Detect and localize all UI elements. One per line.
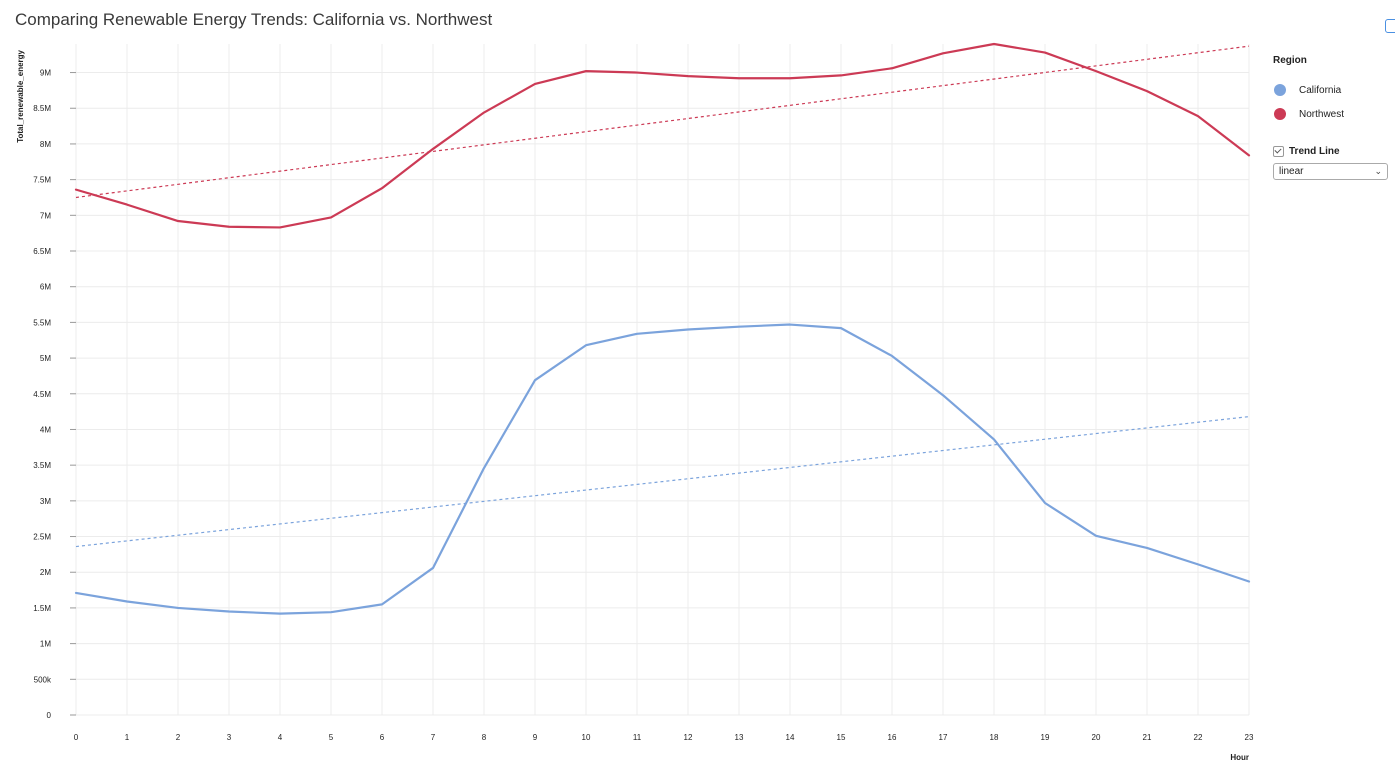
y-tick-label: 3M: [40, 497, 51, 506]
legend-label: California: [1299, 84, 1342, 96]
chevron-down-icon: ⌄: [1374, 166, 1382, 176]
x-tick-label: 21: [1143, 733, 1152, 742]
x-tick-label: 5: [329, 733, 334, 742]
y-tick-label: 2.5M: [33, 533, 51, 542]
y-tick-label: 7M: [40, 211, 51, 220]
x-tick-label: 16: [888, 733, 897, 742]
x-tick-label: 17: [939, 733, 948, 742]
y-tick-label: 5.5M: [33, 318, 51, 327]
series-line-northwest: [74, 42, 1251, 229]
x-tick-label: 14: [786, 733, 795, 742]
x-tick-label: 3: [227, 733, 232, 742]
legend-swatch-california: [1274, 84, 1286, 96]
y-tick-label: 1.5M: [33, 604, 51, 613]
x-tick-label: 7: [431, 733, 436, 742]
y-tick-label: 500k: [34, 675, 52, 684]
legend-item-northwest[interactable]: Northwest: [1273, 102, 1393, 126]
x-tick-label: 15: [837, 733, 846, 742]
trend-layer: [75, 45, 1250, 548]
grid-layer: [75, 44, 1250, 716]
trend-line-label: Trend Line: [1289, 146, 1340, 157]
x-axis-title: Hour: [1230, 753, 1249, 762]
y-tick-label: 9M: [40, 69, 51, 78]
trend-line-toggle[interactable]: Trend Line: [1273, 146, 1393, 157]
y-tick-label: 7.5M: [33, 176, 51, 185]
x-tick-label: 23: [1245, 733, 1254, 742]
legend-swatch-northwest: [1274, 108, 1286, 120]
y-tick-label: 6M: [40, 283, 51, 292]
y-tick-label: 4M: [40, 425, 51, 434]
x-tick-label: 0: [74, 733, 79, 742]
corner-button[interactable]: [1385, 19, 1395, 33]
line-layer: [74, 42, 1251, 615]
x-tick-label: 1: [125, 733, 130, 742]
x-tick-label: 8: [482, 733, 487, 742]
y-tick-label: 3.5M: [33, 461, 51, 470]
trend-line-california: [75, 416, 1250, 548]
y-tick-label: 4.5M: [33, 390, 51, 399]
x-tick-label: 11: [633, 733, 642, 742]
x-tick-label: 19: [1041, 733, 1050, 742]
trend-line-northwest: [75, 45, 1250, 199]
x-tick-label: 9: [533, 733, 538, 742]
y-tick-label: 2M: [40, 568, 51, 577]
y-tick-label: 6.5M: [33, 247, 51, 256]
trend-line-checkbox[interactable]: [1273, 146, 1284, 157]
x-tick-label: 12: [684, 733, 693, 742]
trend-type-value: linear: [1279, 166, 1304, 177]
x-tick-label: 22: [1194, 733, 1203, 742]
x-tick-label: 2: [176, 733, 181, 742]
legend: Region California Northwest Trend Line l…: [1273, 55, 1393, 180]
x-tick-label: 6: [380, 733, 385, 742]
y-axis-title: Total_renewable_energy: [16, 49, 25, 142]
x-tick-label: 20: [1092, 733, 1101, 742]
chart-title: Comparing Renewable Energy Trends: Calif…: [15, 10, 493, 29]
x-tick-label: 10: [582, 733, 591, 742]
x-tick-label: 18: [990, 733, 999, 742]
x-tick-label: 4: [278, 733, 283, 742]
y-tick-label: 8.5M: [33, 104, 51, 113]
legend-item-california[interactable]: California: [1273, 78, 1393, 102]
y-tick-label: 8M: [40, 140, 51, 149]
y-tick-label: 0: [47, 711, 52, 720]
series-line-california: [74, 323, 1251, 615]
y-tick-label: 5M: [40, 354, 51, 363]
line-chart: 0 1 2 3 4 5 6 7 8 9 10 11 12 13 14 15 16 17 18 19 20 21 22 2305…: [16, 42, 1254, 762]
legend-label: Northwest: [1299, 108, 1345, 120]
legend-title: Region: [1273, 55, 1307, 66]
y-tick-label: 1M: [40, 640, 51, 649]
x-tick-label: 13: [735, 733, 744, 742]
trend-type-select[interactable]: linear ⌄: [1273, 163, 1388, 180]
axis-layer: 0 1 2 3 4 5 6 7 8 9 10 11 12 13 14 15 16 17 18 19 20 21 22 2305…: [16, 49, 1254, 762]
